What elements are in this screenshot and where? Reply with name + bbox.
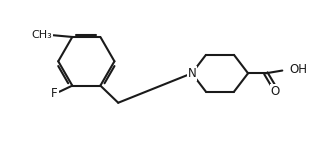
Text: F: F [51, 87, 58, 100]
Text: CH₃: CH₃ [31, 30, 52, 40]
Text: O: O [270, 85, 280, 98]
Text: OH: OH [290, 63, 308, 76]
Text: N: N [188, 67, 196, 80]
